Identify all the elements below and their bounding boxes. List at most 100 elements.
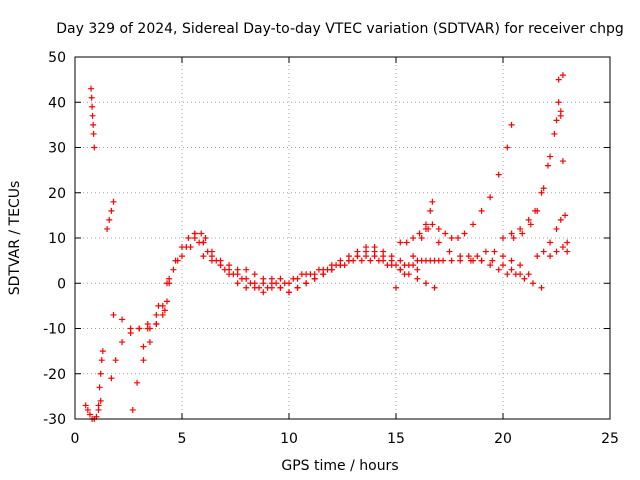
data-point (442, 230, 449, 237)
data-point (521, 275, 528, 282)
data-point (465, 253, 472, 260)
data-point (440, 257, 447, 264)
data-point (500, 262, 506, 269)
data-point (551, 130, 558, 137)
data-point (435, 225, 442, 232)
data-point (161, 307, 168, 314)
data-point (525, 216, 532, 223)
data-point (200, 239, 207, 246)
data-point (470, 257, 477, 264)
data-point (504, 271, 511, 278)
data-point (140, 343, 147, 350)
data-point (559, 72, 566, 79)
data-point (89, 103, 96, 110)
data-point (547, 153, 554, 160)
data-point (401, 271, 408, 278)
data-point (410, 235, 417, 241)
data-point (198, 230, 205, 237)
data-point (119, 316, 126, 323)
data-point (153, 320, 160, 327)
data-point (446, 248, 453, 255)
y-tick-label: 0 (57, 276, 66, 292)
data-point (98, 357, 105, 364)
data-point (95, 402, 102, 409)
data-point (311, 271, 318, 278)
data-point (512, 271, 519, 278)
series-arc-10 (191, 230, 404, 296)
data-point (88, 94, 95, 101)
data-point (534, 253, 541, 260)
y-tick-label: -20 (43, 367, 66, 383)
data-point (508, 230, 515, 237)
data-point (153, 311, 160, 318)
grid (75, 57, 610, 419)
data-point (354, 248, 361, 255)
data-point (294, 284, 301, 291)
data-point (84, 406, 91, 413)
data-point (388, 253, 395, 260)
data-point (202, 235, 209, 241)
data-point (416, 230, 423, 237)
data-point (435, 239, 442, 246)
data-point (104, 225, 111, 232)
data-point (166, 280, 173, 287)
data-point (553, 248, 560, 255)
data-point (108, 207, 115, 214)
data-point (234, 280, 241, 287)
data-point (159, 311, 166, 318)
data-point (146, 339, 153, 346)
series-arc-19 (534, 216, 564, 260)
data-point (367, 257, 374, 264)
axis-ticks: 0 5 10 15 20 25 -30 -20 -10 0 10 20 30 40 50 (43, 50, 619, 447)
data-point (544, 162, 551, 169)
y-tick-label: 20 (48, 186, 66, 202)
series-arc-12 (393, 198, 436, 291)
data-point (82, 402, 89, 409)
data-point (251, 271, 258, 278)
data-point (491, 248, 498, 255)
x-tick-label: 20 (494, 431, 512, 447)
data-point (414, 275, 421, 282)
data-point (243, 275, 250, 282)
data-point (397, 257, 404, 264)
x-tick-label: 25 (601, 431, 619, 447)
data-point (403, 239, 410, 246)
data-point (99, 348, 106, 355)
data-point (174, 257, 181, 264)
plot-frame (74, 56, 611, 420)
data-point (540, 248, 547, 255)
y-tick-label: -30 (43, 412, 66, 428)
data-point (393, 284, 399, 291)
data-point (425, 225, 432, 232)
data-points (82, 72, 571, 422)
data-point (108, 375, 115, 382)
data-point (97, 370, 104, 377)
data-point (217, 257, 224, 264)
x-tick-label: 0 (71, 431, 80, 447)
data-point (86, 411, 93, 418)
data-point (495, 171, 502, 178)
data-point (527, 221, 534, 228)
data-point (208, 257, 215, 264)
series-arc-01 (82, 397, 104, 422)
data-point (538, 284, 545, 291)
series-arc-06 (110, 307, 168, 332)
data-point (564, 248, 571, 255)
series-arc-04 (104, 198, 117, 232)
data-point (553, 117, 560, 124)
y-axis-label: SDTVAR / TECUs (7, 181, 23, 296)
data-point (140, 357, 147, 364)
data-point (553, 225, 560, 232)
data-point (119, 339, 126, 346)
series-arc-14 (414, 248, 524, 269)
data-point (345, 253, 352, 260)
data-point (303, 280, 310, 287)
data-point (88, 85, 95, 92)
data-point (303, 271, 310, 278)
data-point (504, 144, 511, 151)
data-point (200, 253, 207, 260)
data-point (478, 207, 485, 214)
data-point (89, 112, 96, 119)
y-tick-label: 50 (48, 50, 66, 66)
series-arc-16 (470, 257, 545, 291)
